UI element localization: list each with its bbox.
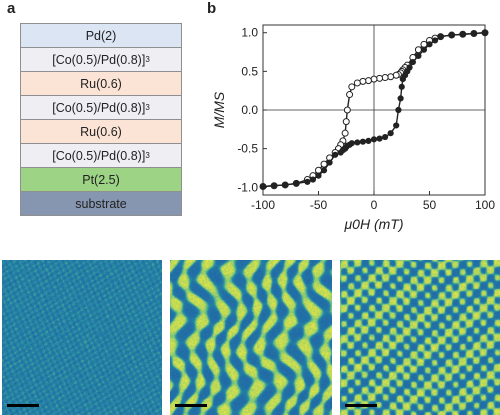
x-tick-label: 100 xyxy=(475,198,495,212)
mfm-image-c xyxy=(2,260,162,415)
ascending-data-point xyxy=(395,106,402,114)
ascending-data-point xyxy=(431,37,439,44)
layer-repeat-subscript: 3 xyxy=(145,151,150,160)
descending-data-point xyxy=(342,118,350,126)
descending-data-point xyxy=(343,106,351,114)
ascending-data-point xyxy=(481,29,489,36)
ascending-data-point xyxy=(387,130,394,137)
ascending-data-point xyxy=(409,58,416,66)
descending-data-point xyxy=(348,83,356,91)
descending-data-point xyxy=(414,46,422,54)
ascending-data-point xyxy=(459,31,466,38)
ascending-data-point xyxy=(393,122,400,129)
x-tick-label: 50 xyxy=(423,198,437,212)
mfm-image-e xyxy=(340,260,500,415)
ascending-data-point xyxy=(359,138,366,145)
layer-label: Pd(2) xyxy=(85,28,117,43)
ascending-data-point xyxy=(326,159,333,166)
ascending-data-point xyxy=(332,151,339,158)
layer-label: substrate xyxy=(75,196,127,211)
descending-data-point xyxy=(387,73,395,81)
layer-label: [Co(0.5)/Pd(0.8)] xyxy=(52,52,146,67)
descending-data-point xyxy=(364,77,372,85)
ascending-data-point xyxy=(415,52,422,60)
layer-4: Ru(0.6) xyxy=(20,119,182,144)
layer-7: substrate xyxy=(20,191,182,216)
ascending-data-point xyxy=(348,140,355,147)
x-tick-label: -100 xyxy=(251,198,275,212)
layer-label: Pt(2.5) xyxy=(82,172,120,187)
hysteresis-loop-chart: -100 -50 0 50 100 -1.0 -0.5 0.0 0.5 1.0 μ0H (mT) M/… xyxy=(211,24,495,232)
y-tick-label: 0.0 xyxy=(241,103,258,117)
mfm-image-d xyxy=(170,260,332,415)
x-axis-label: μ0H (mT) xyxy=(344,216,404,232)
layer-3: [Co(0.5)/Pd(0.8)] 3 xyxy=(20,95,182,120)
descending-data-point xyxy=(420,40,428,48)
panel-label-a: a xyxy=(7,0,16,17)
ascending-data-point xyxy=(406,64,413,71)
descending-data-point xyxy=(381,74,389,82)
ascending-data-point xyxy=(376,135,383,142)
scale-bar-e xyxy=(345,404,377,407)
ascending-data-point xyxy=(365,137,372,145)
ascending-data-point xyxy=(398,83,405,90)
ascending-data-point xyxy=(470,30,477,37)
y-tick-label: -0.5 xyxy=(237,142,258,156)
y-tick-label: -1.0 xyxy=(237,180,258,194)
layer-label: Ru(0.6) xyxy=(80,124,122,139)
descending-data-point xyxy=(353,79,361,87)
x-tick-label: -50 xyxy=(310,198,328,212)
ascending-data-point xyxy=(420,46,428,53)
layer-repeat-subscript: 3 xyxy=(145,103,150,112)
layer-5: [Co(0.5)/Pd(0.8)] 3 xyxy=(20,143,182,168)
ascending-data-point xyxy=(304,178,311,185)
ascending-data-point xyxy=(282,181,289,189)
scale-bar-c xyxy=(7,404,39,407)
y-tick-label: 0.5 xyxy=(241,64,258,78)
ascending-data-point xyxy=(354,139,361,146)
layer-6: Pt(2.5) xyxy=(20,167,182,192)
layer-1: [Co(0.5)/Pd(0.8)] 3 xyxy=(20,47,182,72)
ascending-data-point xyxy=(259,183,267,190)
ascending-data-point xyxy=(315,172,322,179)
y-axis-label: M/MS xyxy=(211,91,227,128)
ascending-data-point xyxy=(382,133,389,141)
descending-data-point xyxy=(346,91,354,99)
ascending-data-point xyxy=(437,33,444,40)
panel-label-b: b xyxy=(207,0,217,17)
layer-label: Ru(0.6) xyxy=(80,76,122,91)
layer-repeat-subscript: 3 xyxy=(145,55,150,64)
x-tick-label: 0 xyxy=(371,198,378,212)
ascending-data-point xyxy=(293,180,300,187)
ascending-data-point xyxy=(426,41,433,48)
ascending-data-point xyxy=(370,136,378,143)
layer-stack-diagram: Pd(2) [Co(0.5)/Pd(0.8)] 3 Ru(0.6) [Co(0.5)/P… xyxy=(20,23,182,216)
layer-label: [Co(0.5)/Pd(0.8)] xyxy=(52,100,146,115)
descending-data-point xyxy=(376,74,384,82)
layer-0: Pd(2) xyxy=(20,23,182,48)
y-tick-label: 1.0 xyxy=(241,26,258,40)
layer-2: Ru(0.6) xyxy=(20,71,182,96)
ascending-data-point xyxy=(448,31,455,39)
scale-bar-d xyxy=(175,404,207,407)
ascending-data-point xyxy=(309,176,317,183)
ascending-data-point xyxy=(397,95,404,102)
ascending-data-point xyxy=(320,167,328,174)
descending-data-point xyxy=(341,129,349,137)
layer-label: [Co(0.5)/Pd(0.8)] xyxy=(52,148,146,163)
descending-data-point xyxy=(315,166,322,174)
ascending-data-point xyxy=(271,182,278,189)
